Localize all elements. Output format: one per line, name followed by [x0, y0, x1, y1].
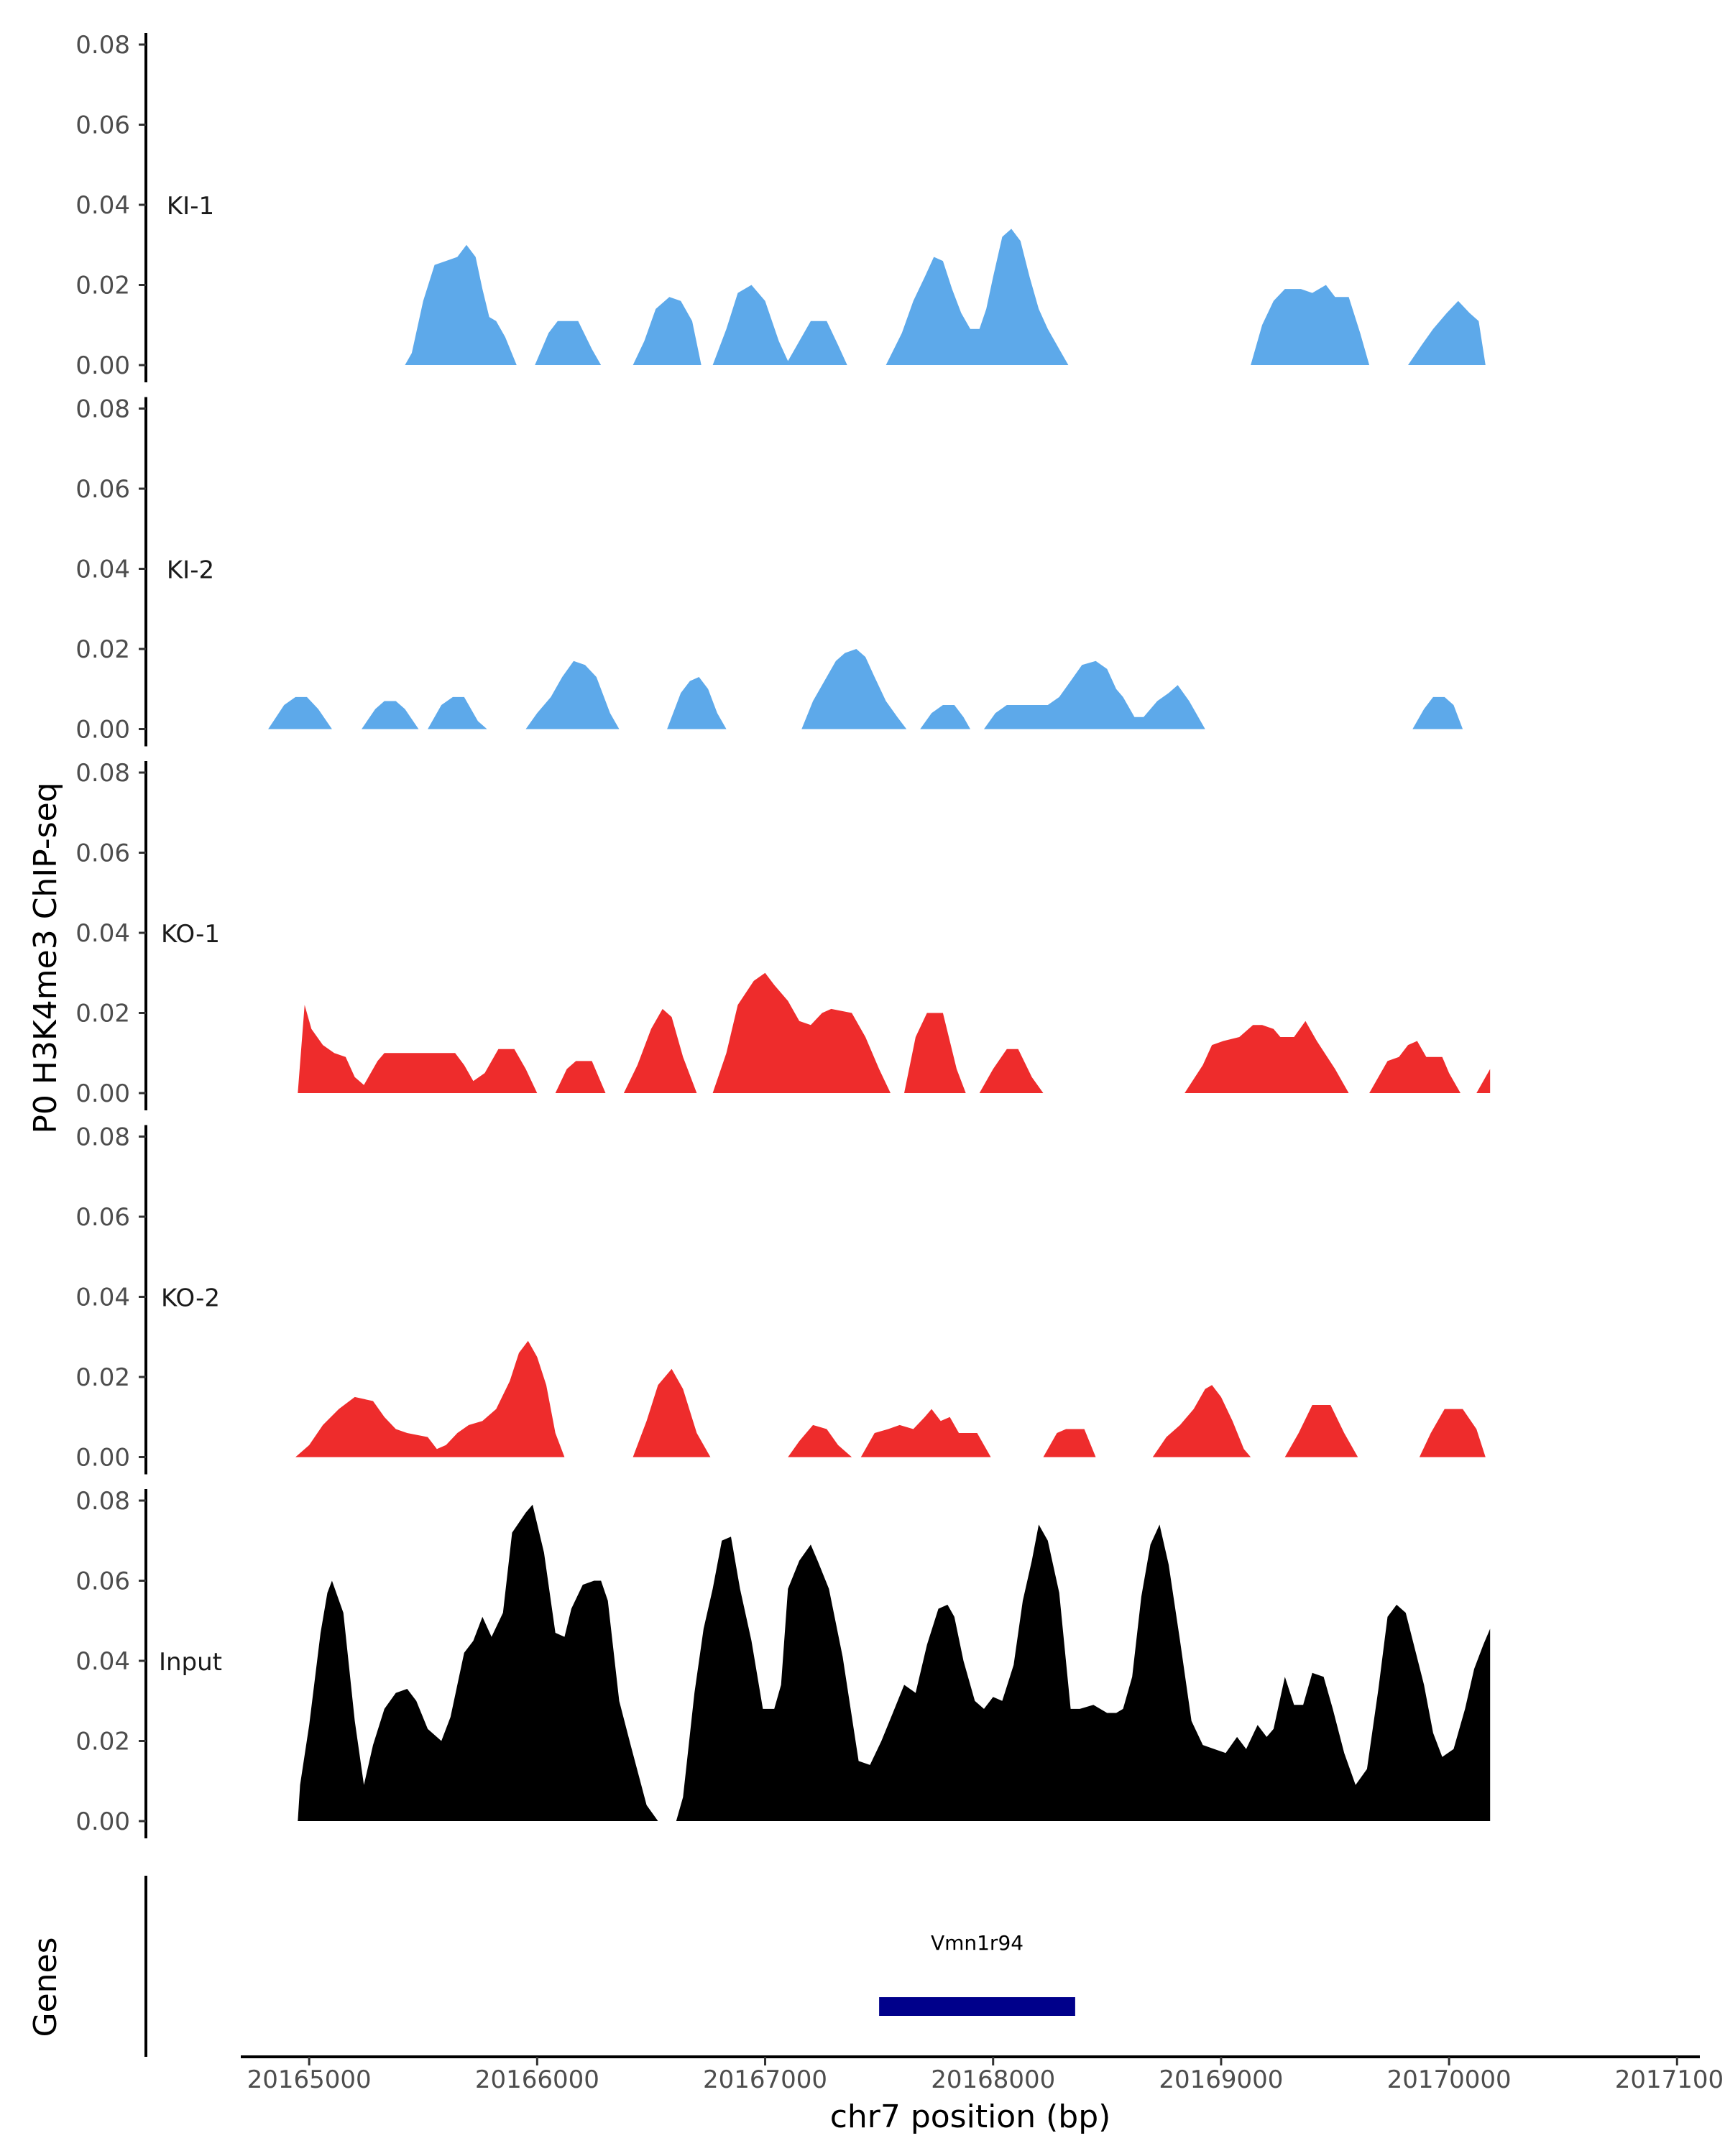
- x-tick-label: 20168000: [931, 2065, 1055, 2094]
- track-area-ki-1: [405, 229, 1486, 365]
- y-tick-label: 0.06: [75, 1203, 130, 1232]
- y-tick-label: 0.02: [75, 1000, 130, 1028]
- track-panel-ki-1: 0.00 0.02 0.04 0.06 0.08 KI-1: [75, 31, 1486, 382]
- track-area-ko-2: [295, 1340, 1486, 1457]
- y-tick-label: 0.00: [75, 351, 130, 380]
- track-panel-input: 0.00 0.02 0.04 0.06 0.08 Input: [75, 1487, 1491, 1838]
- y-tick-label: 0.06: [75, 839, 130, 868]
- gene-bar: [879, 1997, 1075, 2016]
- y-tick-label: 0.06: [75, 475, 130, 504]
- y-tick-label: 0.04: [75, 191, 130, 220]
- y-axis-title: P0 H3K4me3 ChIP-seq: [27, 782, 64, 1133]
- y-tick-label: 0.00: [75, 1079, 130, 1108]
- y-tick-label: 0.08: [75, 1123, 130, 1152]
- x-tick-label: 20171000: [1615, 2065, 1725, 2094]
- track-area-ko-1: [298, 972, 1491, 1093]
- tracks-layer: 0.00 0.02 0.04 0.06 0.08 KI-1 0.00 0.02 0.04 0.06…: [75, 31, 1491, 1838]
- y-tick-label: 0.00: [75, 1807, 130, 1836]
- y-tick-label: 0.08: [75, 395, 130, 424]
- y-tick-label: 0.08: [75, 759, 130, 788]
- y-tick-label: 0.02: [75, 635, 130, 664]
- x-tick-label: 20170000: [1387, 2065, 1512, 2094]
- y-tick-label: 0.08: [75, 1487, 130, 1516]
- track-label: KO-1: [161, 920, 220, 949]
- x-tick-label: 20167000: [703, 2065, 827, 2094]
- track-label: KO-2: [161, 1284, 220, 1313]
- gene-track: Genes Vmn1r94: [27, 1876, 1075, 2057]
- x-tick-label: 20165000: [247, 2065, 372, 2094]
- y-tick-label: 0.00: [75, 716, 130, 745]
- x-tick-label: 20166000: [475, 2065, 599, 2094]
- x-tick-label: 20169000: [1159, 2065, 1283, 2094]
- y-tick-label: 0.02: [75, 272, 130, 300]
- y-tick-label: 0.04: [75, 556, 130, 584]
- track-panel-ko-2: 0.00 0.02 0.04 0.06 0.08 KO-2: [75, 1123, 1486, 1475]
- y-tick-label: 0.06: [75, 1567, 130, 1596]
- y-tick-label: 0.02: [75, 1363, 130, 1392]
- track-panel-ko-1: 0.00 0.02 0.04 0.06 0.08 KO-1: [75, 759, 1491, 1110]
- track-label: Input: [159, 1648, 222, 1677]
- x-axis: 20165000 20166000 20167000 20168000 20169000…: [241, 2055, 1725, 2094]
- y-tick-label: 0.02: [75, 1728, 130, 1756]
- gene-label: Vmn1r94: [931, 1931, 1024, 1955]
- track-label: KI-2: [167, 556, 214, 585]
- track-area-ki-2: [268, 649, 1463, 729]
- x-axis-title: chr7 position (bp): [830, 2099, 1111, 2135]
- track-label: KI-1: [167, 192, 214, 221]
- track-panel-ki-2: 0.00 0.02 0.04 0.06 0.08 KI-2: [75, 395, 1463, 747]
- y-tick-label: 0.00: [75, 1444, 130, 1473]
- y-tick-label: 0.04: [75, 1647, 130, 1676]
- y-tick-label: 0.04: [75, 919, 130, 948]
- y-tick-label: 0.08: [75, 31, 130, 60]
- y-tick-label: 0.06: [75, 111, 130, 140]
- gene-track-title: Genes: [27, 1937, 64, 2037]
- y-tick-label: 0.04: [75, 1284, 130, 1312]
- track-area-input: [298, 1504, 1491, 1821]
